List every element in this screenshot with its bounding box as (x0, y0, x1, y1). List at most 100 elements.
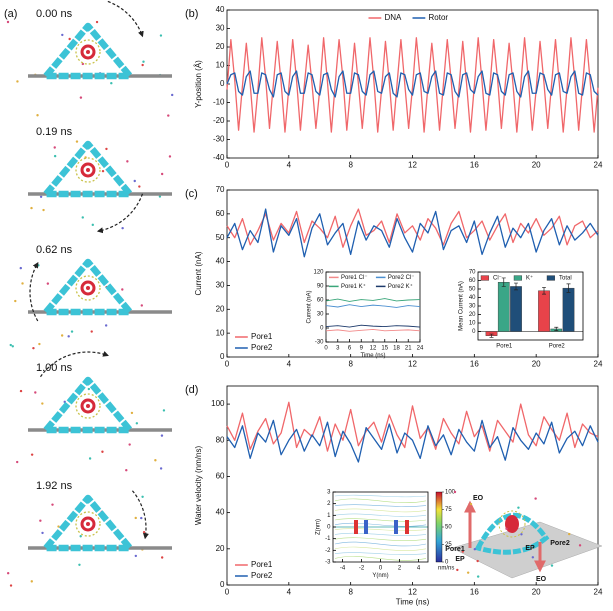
streamline (334, 532, 427, 536)
line-series (325, 304, 421, 308)
x-tick-label: 16 (470, 360, 479, 369)
y-tick-label: 30 (317, 312, 324, 318)
x-axis-label: Time (ns) (396, 598, 430, 607)
ion (125, 469, 128, 472)
rotation-arrow (39, 351, 109, 378)
rotor-core (86, 168, 90, 172)
y-tick-label: -30 (213, 135, 225, 144)
error-bar (554, 326, 559, 331)
time-label: 0.00 ns (36, 8, 73, 20)
x-tick-label: 12 (370, 345, 377, 351)
x-tick-label: -4 (340, 565, 346, 571)
ion (140, 516, 143, 520)
x-tick-label: 20 (532, 360, 541, 369)
x-tick-label: 2 (398, 565, 402, 571)
ion (16, 460, 19, 464)
x-tick-label: 4 (417, 565, 421, 571)
ion (104, 324, 108, 327)
ion (101, 450, 104, 453)
ion (88, 457, 92, 460)
ion (121, 288, 124, 291)
ion (160, 556, 164, 559)
ion (473, 548, 477, 551)
error-bar (514, 282, 519, 291)
ion (6, 572, 10, 575)
ion (520, 533, 523, 536)
y-axis-label: Y-position (Å) (194, 60, 203, 108)
rotor-track (75, 511, 101, 537)
x-tick-label: 20 (532, 588, 541, 597)
dna-origami (42, 494, 134, 552)
ion (79, 535, 82, 538)
ion (30, 580, 33, 583)
ion (121, 226, 124, 230)
ion (79, 96, 83, 99)
y-tick-label: 80 (216, 435, 225, 444)
y-tick-label: 60 (216, 209, 225, 218)
ion (160, 172, 164, 176)
panel-label: (c) (185, 188, 198, 200)
x-tick-label: 24 (594, 588, 603, 597)
error-bar (501, 277, 506, 287)
ion (68, 37, 71, 41)
y-tick-label: 50 (469, 287, 476, 293)
y-tick-label: 20 (469, 312, 476, 318)
ion (91, 223, 94, 227)
ion (568, 532, 571, 536)
y-tick-label: 50 (216, 233, 225, 242)
dna-origami (42, 140, 134, 198)
ion (53, 154, 57, 158)
x-tick-label: 0 (324, 345, 328, 351)
ion (138, 185, 141, 188)
y-tick-label: 0 (320, 326, 324, 332)
y-axis-label: Current (nA) (307, 290, 313, 323)
panel-label: (b) (185, 8, 198, 20)
ion (134, 554, 138, 558)
rotor-track (75, 39, 101, 65)
rotor (80, 516, 96, 532)
y-tick-label: 2 (327, 501, 331, 507)
legend-swatch (480, 275, 490, 281)
x-tick-label: 15 (381, 345, 388, 351)
ion (476, 559, 479, 563)
ion (140, 304, 143, 307)
rotor (80, 280, 96, 296)
ion (90, 330, 93, 333)
rotor (505, 515, 519, 533)
ion (67, 335, 70, 338)
y-tick-label: 120 (313, 270, 324, 276)
art-label: EP (525, 545, 535, 552)
ion (142, 530, 146, 534)
y-tick-label: 30 (216, 24, 225, 33)
ion (41, 402, 44, 405)
x-tick-label: 0 (225, 360, 230, 369)
ion (38, 342, 41, 346)
ion (30, 453, 34, 456)
y-axis-label: Z(nm) (316, 519, 322, 535)
y-tick-label: -2 (325, 548, 331, 554)
x-tick-label: Pore2 (549, 343, 566, 349)
x-tick-label: 0 (225, 588, 230, 597)
ion (39, 195, 43, 198)
y-tick-label: 40 (216, 508, 225, 517)
legend-swatch (513, 275, 523, 281)
colorbar-tick-label: 50 (445, 525, 452, 531)
legend-label: Pore2 Cl⁻ (388, 275, 415, 281)
x-tick-label: 16 (470, 588, 479, 597)
streamline (334, 528, 427, 531)
rotor-track (75, 393, 101, 419)
ion (456, 568, 459, 572)
colorbar-tick-label: 100 (445, 490, 456, 496)
legend-label: Pore2 K⁺ (388, 283, 413, 290)
art-label: EO (473, 495, 484, 502)
legend-swatch (546, 275, 556, 281)
ion (60, 334, 64, 337)
error-bar (566, 283, 571, 293)
x-tick-label: 16 (470, 161, 479, 170)
y-tick-label: 0 (220, 580, 225, 589)
ion (134, 516, 137, 520)
ion (476, 575, 480, 578)
y-tick-label: 70 (216, 185, 225, 194)
ion (21, 282, 24, 285)
